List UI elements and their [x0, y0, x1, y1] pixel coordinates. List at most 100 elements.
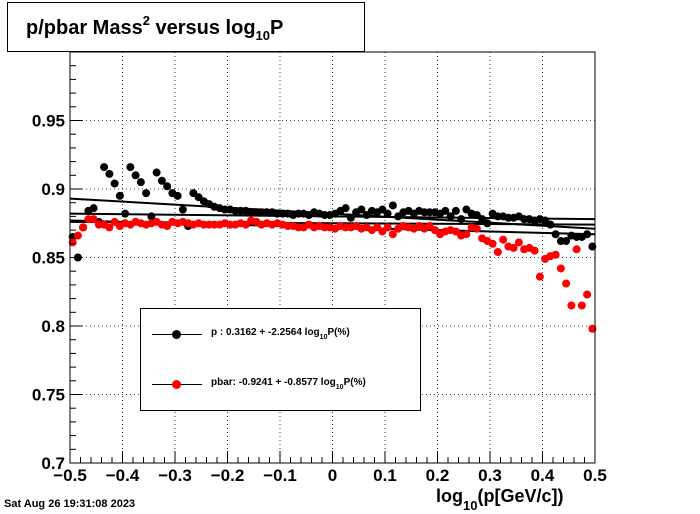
legend-marker-p — [172, 330, 181, 339]
point-p — [126, 163, 135, 172]
x-title-post: (p[GeV/c]) — [477, 486, 564, 506]
point-pbar — [530, 246, 539, 255]
point-pbar — [388, 230, 397, 239]
timestamp: Sat Aug 26 19:31:08 2023 — [4, 498, 136, 510]
y-tick-label: 0.8 — [41, 317, 65, 336]
point-p — [551, 230, 560, 239]
y-tick-labels: 0.7 0.75 0.8 0.85 0.9 0.95 — [32, 112, 65, 474]
point-pbar — [68, 238, 77, 247]
point-p — [105, 169, 114, 178]
point-p — [136, 178, 145, 187]
point-p — [383, 209, 392, 218]
x-tick-label: −0.3 — [158, 466, 192, 485]
title-post: P — [270, 17, 284, 39]
x-tick-label: 0.1 — [373, 466, 397, 485]
title-mid: versus log — [149, 17, 256, 39]
title-sup: 2 — [142, 13, 150, 28]
y-tick-label: 0.85 — [32, 249, 65, 268]
x-tick-label: 0.2 — [426, 466, 450, 485]
point-p — [115, 191, 124, 200]
point-pbar — [493, 248, 502, 257]
point-pbar — [588, 324, 597, 333]
legend-text-pre: p : 0.3162 + -2.2564 log — [211, 327, 320, 338]
point-p — [446, 212, 455, 221]
title-sub: 10 — [255, 28, 271, 43]
legend-text-sub: 10 — [335, 384, 344, 391]
x-title-sub: 10 — [463, 498, 478, 513]
point-pbar — [73, 231, 82, 240]
legend-entry-p: p : 0.3162 + -2.2564 log10P(%) — [141, 325, 420, 345]
legend-text-sub: 10 — [319, 334, 328, 341]
point-pbar — [556, 264, 565, 273]
point-p — [110, 179, 119, 188]
point-p — [588, 242, 597, 251]
y-tick-label: 0.95 — [32, 112, 65, 131]
legend-text-post: P(%) — [343, 377, 366, 388]
legend-label-pbar: pbar: -0.9241 + -0.8577 log10P(%) — [211, 377, 366, 391]
point-p — [131, 171, 140, 180]
point-p — [163, 182, 172, 191]
point-pbar — [572, 245, 581, 254]
x-tick-label: 0.5 — [583, 466, 607, 485]
point-pbar — [89, 215, 98, 224]
point-p — [89, 204, 98, 213]
point-p — [147, 212, 156, 221]
title-box: p/pbar Mass2 versus log10P — [7, 2, 365, 52]
point-p — [341, 204, 350, 213]
point-pbar — [383, 223, 392, 232]
x-tick-label: 0.4 — [531, 466, 555, 485]
x-tick-label: 0.3 — [478, 466, 502, 485]
legend-marker-pbar — [172, 380, 181, 389]
point-p — [142, 189, 151, 198]
legend-entry-pbar: pbar: -0.9241 + -0.8577 log10P(%) — [141, 375, 420, 395]
point-pbar — [509, 243, 518, 252]
x-tick-label: 0 — [328, 466, 337, 485]
point-pbar — [577, 301, 586, 310]
point-p — [441, 206, 450, 215]
legend: p : 0.3162 + -2.2564 log10P(%) pbar: -0.… — [140, 308, 421, 411]
point-p — [173, 191, 182, 200]
point-pbar — [583, 290, 592, 299]
axis-ticks — [69, 51, 596, 464]
point-pbar — [462, 230, 471, 239]
point-pbar — [514, 238, 523, 247]
point-p — [100, 163, 109, 172]
point-p — [357, 205, 366, 214]
x-tick-label: −0.2 — [211, 466, 245, 485]
point-p — [562, 237, 571, 246]
data-points — [68, 163, 597, 333]
point-pbar — [562, 279, 571, 288]
point-pbar — [79, 223, 88, 232]
y-tick-label: 0.75 — [32, 386, 65, 405]
point-pbar — [551, 250, 560, 259]
y-tick-label: 0.9 — [41, 180, 65, 199]
point-p — [457, 215, 466, 224]
point-pbar — [105, 223, 114, 232]
point-p — [546, 220, 555, 229]
title-pre: p/pbar Mass — [26, 17, 143, 39]
point-p — [121, 209, 130, 218]
x-tick-label: −0.5 — [53, 466, 87, 485]
point-p — [152, 168, 161, 177]
point-p — [346, 213, 355, 222]
x-tick-label: −0.4 — [106, 466, 140, 485]
point-pbar — [567, 301, 576, 310]
x-tick-labels: −0.5 −0.4 −0.3 −0.2 −0.1 0 0.1 0.2 0.3 0.4 0.5 — [53, 466, 607, 485]
point-p — [451, 206, 460, 215]
point-pbar — [535, 272, 544, 281]
point-p — [388, 201, 397, 210]
legend-label-p: p : 0.3162 + -2.2564 log10P(%) — [211, 327, 350, 341]
point-p — [483, 219, 492, 228]
point-pbar — [499, 235, 508, 244]
x-title-pre: log — [436, 486, 463, 506]
point-pbar — [488, 239, 497, 248]
point-p — [178, 205, 187, 214]
legend-text-pre: pbar: -0.9241 + -0.8577 log — [211, 377, 336, 388]
point-pbar — [472, 224, 481, 233]
point-p — [583, 230, 592, 239]
legend-text-post: P(%) — [327, 327, 350, 338]
x-tick-label: −0.1 — [263, 466, 297, 485]
y-tick-label: 0.7 — [41, 454, 65, 473]
point-p — [157, 176, 166, 185]
